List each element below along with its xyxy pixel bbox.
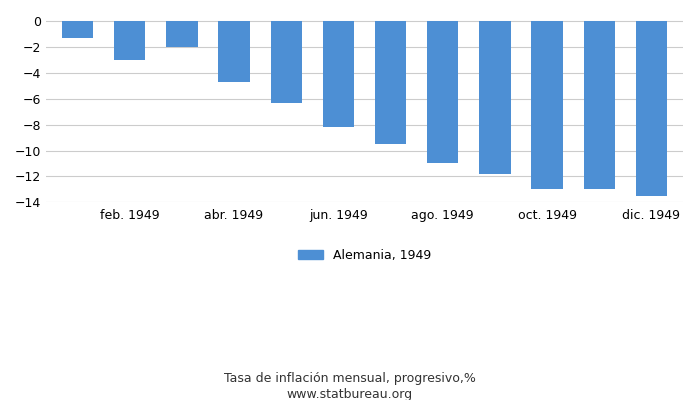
Text: Tasa de inflación mensual, progresivo,%: Tasa de inflación mensual, progresivo,%	[224, 372, 476, 385]
Bar	[218, 22, 250, 82]
Bar	[375, 22, 406, 144]
Bar	[531, 22, 563, 189]
Bar	[584, 22, 615, 189]
Bar	[62, 22, 93, 38]
Bar	[114, 22, 146, 60]
Bar	[166, 22, 197, 47]
Bar	[427, 22, 458, 164]
Bar	[636, 22, 667, 196]
Bar	[323, 22, 354, 127]
Legend: Alemania, 1949: Alemania, 1949	[293, 244, 436, 267]
Bar	[271, 22, 302, 103]
Bar	[480, 22, 510, 174]
Text: www.statbureau.org: www.statbureau.org	[287, 388, 413, 400]
